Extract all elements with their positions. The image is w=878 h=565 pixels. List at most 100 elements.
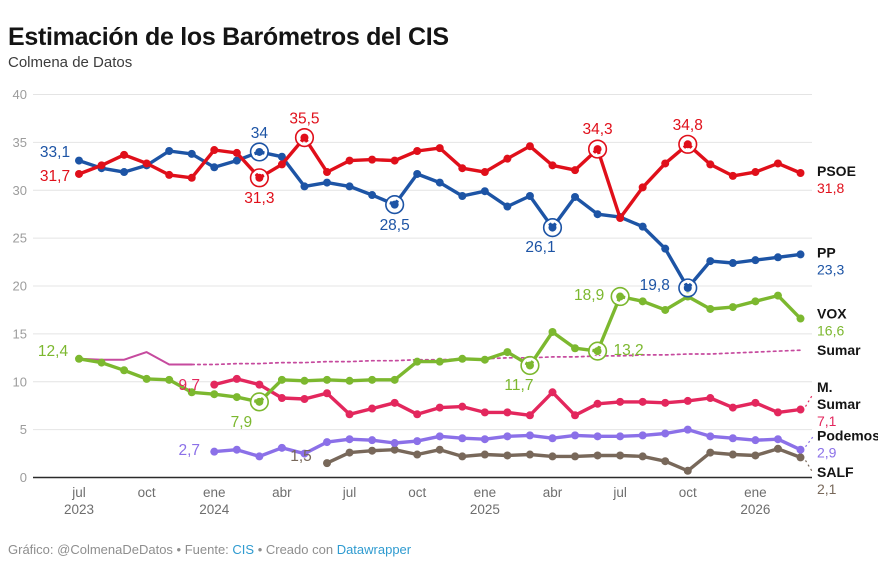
data-point[interactable] <box>210 146 219 155</box>
data-point[interactable] <box>255 397 264 406</box>
data-point[interactable] <box>413 410 422 419</box>
data-point[interactable] <box>413 450 422 459</box>
data-point[interactable] <box>751 297 760 306</box>
data-point[interactable] <box>390 445 399 454</box>
data-point[interactable] <box>413 146 422 155</box>
data-point[interactable] <box>435 178 444 187</box>
data-point[interactable] <box>661 457 670 466</box>
data-point[interactable] <box>638 452 647 461</box>
data-point[interactable] <box>390 156 399 165</box>
data-point[interactable] <box>435 403 444 412</box>
data-point[interactable] <box>503 202 512 211</box>
data-point[interactable] <box>368 191 377 200</box>
data-point[interactable] <box>480 450 489 459</box>
data-point[interactable] <box>232 393 241 402</box>
data-point[interactable] <box>728 403 737 412</box>
data-point[interactable] <box>661 159 670 168</box>
data-point[interactable] <box>232 156 241 165</box>
data-point[interactable] <box>661 398 670 407</box>
data-point[interactable] <box>323 375 332 384</box>
data-point[interactable] <box>120 168 129 177</box>
data-point[interactable] <box>232 445 241 454</box>
data-point[interactable] <box>683 425 692 434</box>
data-point[interactable] <box>638 297 647 306</box>
data-point[interactable] <box>571 166 580 175</box>
data-point[interactable] <box>773 291 782 300</box>
data-point[interactable] <box>435 144 444 153</box>
data-point[interactable] <box>277 160 286 169</box>
data-point[interactable] <box>616 214 625 223</box>
data-point[interactable] <box>728 171 737 180</box>
data-point[interactable] <box>525 411 534 420</box>
data-point[interactable] <box>706 160 715 169</box>
data-point[interactable] <box>232 148 241 157</box>
data-point[interactable] <box>323 178 332 187</box>
data-point[interactable] <box>232 374 241 383</box>
data-point[interactable] <box>458 191 467 200</box>
data-point[interactable] <box>525 191 534 200</box>
data-point[interactable] <box>638 397 647 406</box>
data-point[interactable] <box>120 366 129 375</box>
data-point[interactable] <box>796 250 805 259</box>
data-point[interactable] <box>593 432 602 441</box>
data-point[interactable] <box>796 314 805 323</box>
data-point[interactable] <box>706 394 715 403</box>
data-point[interactable] <box>796 405 805 414</box>
data-point[interactable] <box>593 347 602 356</box>
data-point[interactable] <box>323 389 332 398</box>
data-point[interactable] <box>593 399 602 408</box>
data-point[interactable] <box>435 432 444 441</box>
data-point[interactable] <box>458 452 467 461</box>
data-point[interactable] <box>796 453 805 462</box>
data-point[interactable] <box>796 445 805 454</box>
data-point[interactable] <box>210 163 219 172</box>
data-point[interactable] <box>97 358 106 367</box>
data-point[interactable] <box>548 452 557 461</box>
data-point[interactable] <box>548 434 557 443</box>
data-point[interactable] <box>751 398 760 407</box>
data-point[interactable] <box>773 444 782 453</box>
data-point[interactable] <box>277 375 286 384</box>
data-point[interactable] <box>390 439 399 448</box>
data-point[interactable] <box>165 375 174 384</box>
data-point[interactable] <box>165 170 174 179</box>
data-point[interactable] <box>323 168 332 177</box>
data-point[interactable] <box>255 147 264 156</box>
data-point[interactable] <box>661 305 670 314</box>
datawrapper-link[interactable]: Datawrapper <box>336 542 412 557</box>
data-point[interactable] <box>323 459 332 468</box>
data-point[interactable] <box>413 169 422 178</box>
data-point[interactable] <box>368 404 377 413</box>
data-point[interactable] <box>706 304 715 313</box>
data-point[interactable] <box>277 394 286 403</box>
data-point[interactable] <box>548 223 557 232</box>
data-point[interactable] <box>728 303 737 312</box>
data-point[interactable] <box>368 446 377 455</box>
data-point[interactable] <box>323 438 332 447</box>
data-point[interactable] <box>458 434 467 443</box>
data-point[interactable] <box>97 161 106 170</box>
data-point[interactable] <box>187 388 196 397</box>
data-point[interactable] <box>503 408 512 417</box>
data-point[interactable] <box>435 357 444 366</box>
data-point[interactable] <box>773 408 782 417</box>
data-point[interactable] <box>75 169 83 178</box>
source-link[interactable]: CIS <box>232 542 255 557</box>
data-point[interactable] <box>435 445 444 454</box>
data-point[interactable] <box>458 164 467 173</box>
data-point[interactable] <box>683 466 692 475</box>
data-point[interactable] <box>210 390 219 399</box>
data-point[interactable] <box>571 411 580 420</box>
data-point[interactable] <box>683 283 692 292</box>
data-point[interactable] <box>480 168 489 177</box>
data-point[interactable] <box>345 376 354 385</box>
data-point[interactable] <box>480 355 489 364</box>
data-point[interactable] <box>525 431 534 440</box>
data-point[interactable] <box>638 222 647 231</box>
data-point[interactable] <box>277 152 286 161</box>
data-point[interactable] <box>368 436 377 445</box>
data-point[interactable] <box>616 451 625 460</box>
data-point[interactable] <box>345 182 354 191</box>
data-point[interactable] <box>390 398 399 407</box>
data-point[interactable] <box>277 443 286 452</box>
